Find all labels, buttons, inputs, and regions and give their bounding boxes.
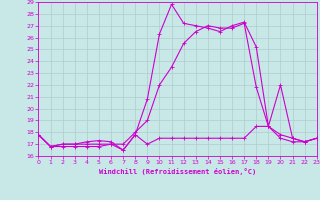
X-axis label: Windchill (Refroidissement éolien,°C): Windchill (Refroidissement éolien,°C)	[99, 168, 256, 175]
